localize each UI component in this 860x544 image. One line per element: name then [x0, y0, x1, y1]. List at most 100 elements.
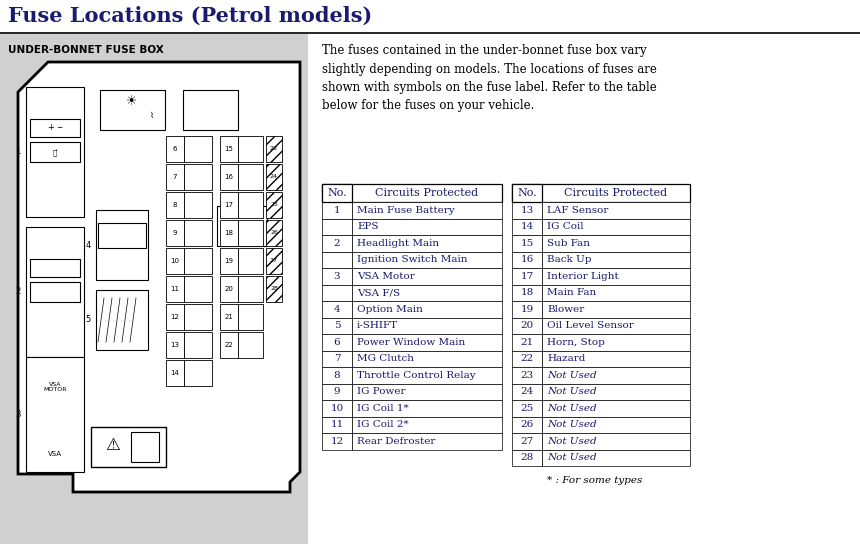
Text: 2: 2	[334, 239, 341, 248]
Bar	[184, 164, 212, 190]
Bar	[542, 384, 690, 400]
Bar	[542, 235, 690, 251]
Bar	[352, 235, 502, 251]
Bar	[184, 332, 212, 358]
Text: No.: No.	[327, 188, 347, 198]
Bar	[220, 164, 238, 190]
Bar	[0, 0, 860, 32]
Text: 8: 8	[334, 371, 341, 380]
Text: 7: 7	[173, 174, 177, 180]
Text: 2: 2	[15, 287, 21, 296]
Text: 12: 12	[330, 437, 344, 446]
Bar	[184, 192, 212, 218]
Bar	[322, 301, 352, 318]
Bar	[266, 164, 282, 190]
Text: Not Used: Not Used	[547, 453, 597, 462]
Bar	[322, 251, 352, 268]
Bar	[220, 304, 238, 330]
Text: VSA
MOTOR: VSA MOTOR	[43, 381, 67, 392]
Bar	[542, 400, 690, 417]
Text: IG Power: IG Power	[357, 387, 406, 396]
Text: Not Used: Not Used	[547, 437, 597, 446]
Bar	[166, 360, 184, 386]
Text: 26: 26	[270, 231, 278, 236]
Text: 6: 6	[334, 338, 341, 347]
Bar	[220, 136, 238, 162]
Bar	[352, 268, 502, 285]
Bar	[512, 251, 542, 268]
Text: Headlight Main: Headlight Main	[357, 239, 439, 248]
Bar	[166, 164, 184, 190]
Bar	[98, 223, 146, 248]
Bar	[322, 235, 352, 251]
Bar	[322, 384, 352, 400]
Bar	[217, 206, 267, 246]
Text: Rear Defroster: Rear Defroster	[357, 437, 435, 446]
Text: 5: 5	[334, 322, 341, 330]
Bar	[238, 332, 263, 358]
Bar	[266, 220, 282, 246]
Text: 21: 21	[520, 338, 533, 347]
Bar	[322, 184, 352, 202]
Text: Blower: Blower	[547, 305, 584, 314]
Bar	[220, 192, 238, 218]
Bar	[322, 202, 352, 219]
Text: UNDER-BONNET FUSE BOX: UNDER-BONNET FUSE BOX	[8, 45, 163, 55]
Bar	[96, 210, 148, 280]
Bar	[184, 304, 212, 330]
Bar	[322, 219, 352, 235]
Text: 19: 19	[224, 258, 234, 264]
Bar	[238, 276, 263, 302]
Bar	[184, 276, 212, 302]
Bar	[166, 220, 184, 246]
Bar	[512, 184, 542, 202]
Bar	[238, 220, 263, 246]
Bar	[322, 433, 352, 449]
Polygon shape	[18, 62, 300, 492]
Bar	[512, 417, 542, 433]
Text: IG Coil: IG Coil	[547, 222, 584, 231]
Text: 3: 3	[15, 410, 21, 419]
Text: 26: 26	[520, 421, 533, 429]
Text: ⚠: ⚠	[106, 436, 120, 454]
Bar	[184, 136, 212, 162]
Bar	[512, 318, 542, 334]
Text: 9: 9	[173, 230, 177, 236]
Bar	[352, 400, 502, 417]
Text: VSA Motor: VSA Motor	[357, 272, 415, 281]
Bar	[512, 400, 542, 417]
Text: 9: 9	[334, 387, 341, 396]
Text: Back Up: Back Up	[547, 255, 592, 264]
Text: Not Used: Not Used	[547, 404, 597, 413]
Text: Main Fuse Battery: Main Fuse Battery	[357, 206, 455, 215]
Bar	[238, 164, 263, 190]
Bar	[26, 227, 84, 357]
Bar	[352, 318, 502, 334]
Bar	[266, 136, 282, 162]
Bar	[184, 248, 212, 274]
Bar	[26, 357, 84, 472]
Bar	[220, 220, 238, 246]
Text: Interior Light: Interior Light	[547, 272, 618, 281]
Bar	[512, 184, 690, 202]
Bar	[542, 219, 690, 235]
Text: No.: No.	[517, 188, 537, 198]
Bar	[352, 202, 502, 219]
Text: Fuse Locations (Petrol models): Fuse Locations (Petrol models)	[8, 6, 372, 26]
Bar	[322, 285, 352, 301]
Text: Circuits Protected: Circuits Protected	[564, 188, 667, 198]
Bar	[308, 34, 860, 544]
Bar	[166, 332, 184, 358]
Text: ⎕ᴵ: ⎕ᴵ	[52, 148, 58, 156]
Bar	[352, 433, 502, 449]
Bar	[266, 276, 282, 302]
Bar	[512, 219, 542, 235]
Bar	[512, 449, 542, 466]
Text: Not Used: Not Used	[547, 371, 597, 380]
Bar	[166, 248, 184, 274]
Bar	[512, 384, 542, 400]
Bar	[542, 417, 690, 433]
Text: The fuses contained in the under-bonnet fuse box vary
slightly depending on mode: The fuses contained in the under-bonnet …	[322, 44, 657, 113]
Text: 15: 15	[520, 239, 533, 248]
Text: 22: 22	[520, 354, 533, 363]
